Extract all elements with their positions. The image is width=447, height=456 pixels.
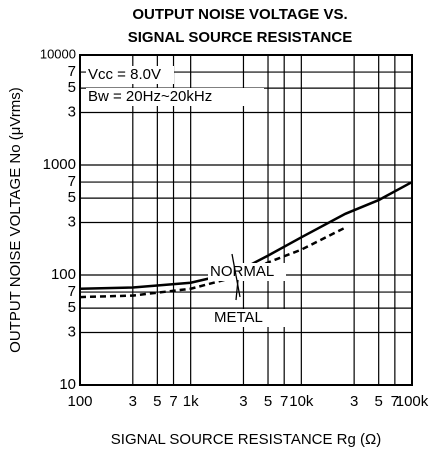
annotation-bg bbox=[86, 66, 174, 84]
y-tick-label: 3 bbox=[68, 213, 76, 230]
y-tick-label: 3 bbox=[68, 323, 76, 340]
x-tick-label: 5 bbox=[375, 393, 383, 410]
y-tick-label: 7 bbox=[68, 283, 76, 300]
leader bbox=[235, 279, 239, 301]
annotation: Vcc = 8.0V bbox=[88, 66, 161, 83]
y-tick-label: 10 bbox=[59, 376, 76, 393]
x-axis-label: SIGNAL SOURCE RESISTANCE Rg (Ω) bbox=[111, 431, 381, 448]
chart-title: OUTPUT NOISE VOLTAGE VS. bbox=[132, 6, 347, 23]
annotation-bg bbox=[86, 88, 264, 106]
y-tick-label: 7 bbox=[68, 173, 76, 190]
y-tick-label: 5 bbox=[68, 299, 76, 316]
annotation: Bw = 20Hz~20kHz bbox=[88, 88, 212, 105]
x-tick-label: 1k bbox=[183, 393, 199, 410]
x-tick-label: 3 bbox=[129, 393, 137, 410]
legend-label: METAL bbox=[214, 309, 263, 326]
y-tick-label: 3 bbox=[68, 103, 76, 120]
leader bbox=[231, 253, 241, 298]
legend-bg bbox=[212, 309, 290, 327]
x-tick-label: 100 bbox=[67, 393, 92, 410]
y-axis-label: OUTPUT NOISE VOLTAGE No (μVrms) bbox=[7, 87, 24, 353]
x-tick-label: 7 bbox=[169, 393, 177, 410]
chart-subtitle: SIGNAL SOURCE RESISTANCE bbox=[128, 29, 352, 46]
y-tick-label: 1000 bbox=[43, 156, 76, 173]
x-tick-label: 5 bbox=[264, 393, 272, 410]
x-tick-label: 10k bbox=[289, 393, 314, 410]
y-tick-label: 5 bbox=[68, 189, 76, 206]
series-line bbox=[79, 180, 413, 290]
plot-frame bbox=[79, 54, 413, 386]
y-tick-label: 10000 bbox=[40, 46, 76, 61]
legend-label: NORMAL bbox=[210, 263, 274, 280]
x-tick-label: 3 bbox=[239, 393, 247, 410]
x-tick-label: 7 bbox=[391, 393, 399, 410]
legend-bg bbox=[208, 263, 286, 281]
x-tick-label: 7 bbox=[280, 393, 288, 410]
x-tick-label: 3 bbox=[350, 393, 358, 410]
y-tick-label: 100 bbox=[51, 266, 76, 283]
y-tick-label: 5 bbox=[68, 79, 76, 96]
x-tick-label: 5 bbox=[153, 393, 161, 410]
y-tick-label: 7 bbox=[68, 63, 76, 80]
x-tick-label: 100k bbox=[396, 393, 429, 410]
